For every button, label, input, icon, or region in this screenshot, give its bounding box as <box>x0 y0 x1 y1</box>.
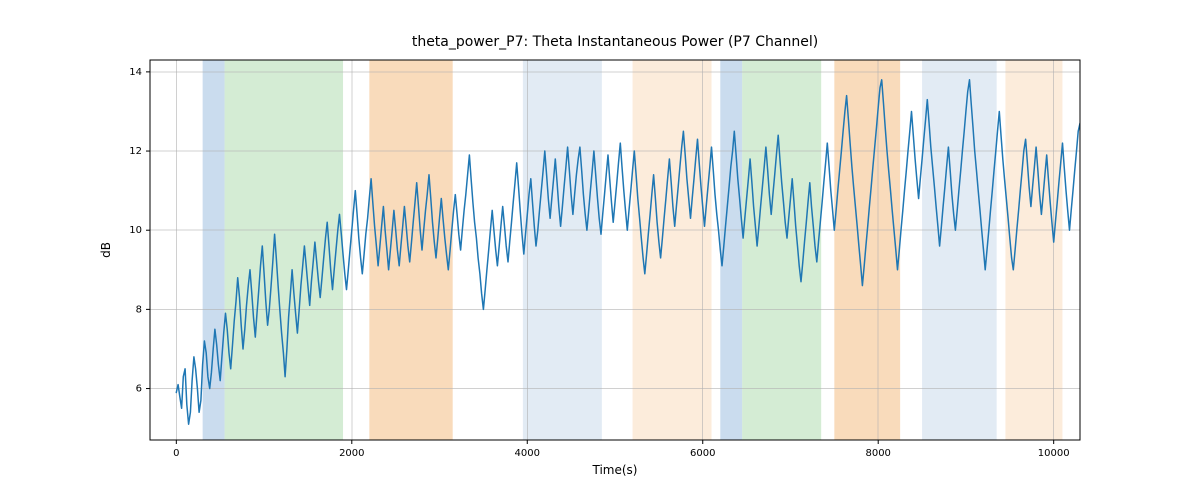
shaded-region <box>633 60 712 440</box>
ytick-label: 10 <box>129 225 142 236</box>
ytick-label: 12 <box>129 146 142 157</box>
xlabel: Time(s) <box>592 463 638 477</box>
xtick-label: 0 <box>173 448 179 459</box>
chart-svg: 0 2000 4000 6000 8000 10000 6 8 10 12 14 Time(s) dB t… <box>0 0 1200 500</box>
ytick-label: 14 <box>129 67 142 78</box>
shaded-region <box>742 60 821 440</box>
shaded-region <box>523 60 602 440</box>
xtick-label: 10000 <box>1038 448 1070 459</box>
xtick-label: 2000 <box>339 448 364 459</box>
shaded-region <box>922 60 997 440</box>
chart-title: theta_power_P7: Theta Instantaneous Powe… <box>412 34 818 50</box>
ytick-label: 8 <box>136 304 142 315</box>
xtick-label: 6000 <box>690 448 715 459</box>
chart-container: 0 2000 4000 6000 8000 10000 6 8 10 12 14 Time(s) dB t… <box>0 0 1200 500</box>
xtick-label: 8000 <box>865 448 890 459</box>
ytick-label: 6 <box>136 384 142 395</box>
shaded-region <box>225 60 343 440</box>
ylabel: dB <box>99 242 113 258</box>
shaded-region <box>203 60 225 440</box>
xtick-label: 4000 <box>515 448 540 459</box>
